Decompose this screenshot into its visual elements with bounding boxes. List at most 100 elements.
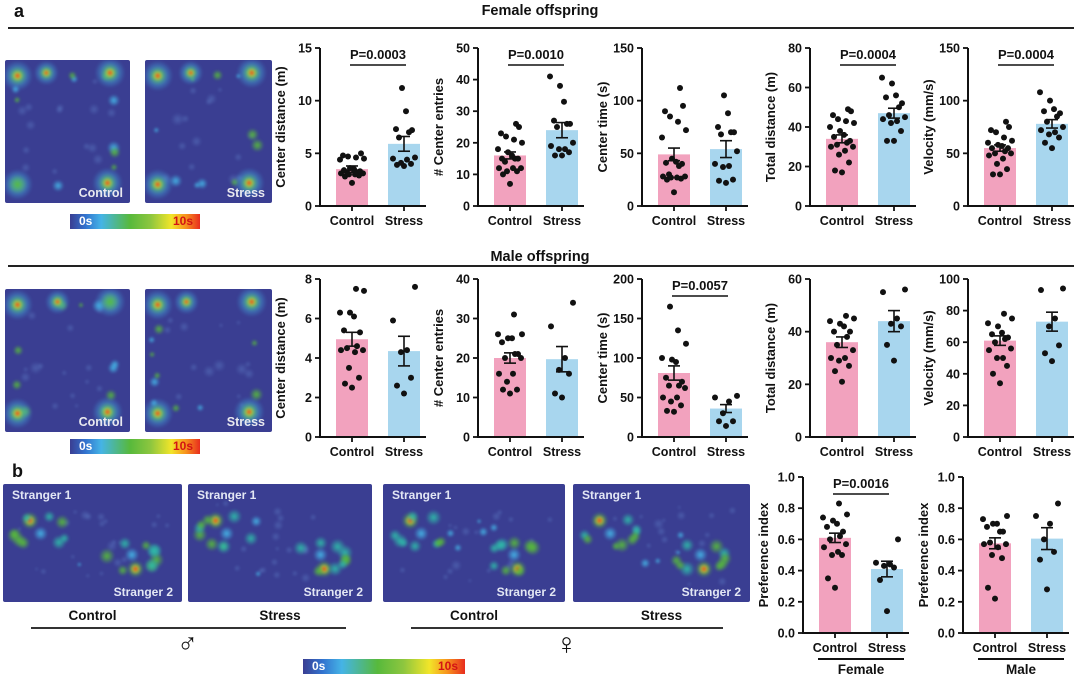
svg-text:Stress: Stress — [385, 214, 423, 228]
heatmap-openfield-male-control: Control — [5, 289, 130, 432]
svg-text:Female: Female — [838, 662, 885, 677]
svg-text:Control: Control — [488, 445, 532, 459]
svg-text:60: 60 — [788, 81, 802, 95]
chart-male-center-distance: 0 2 4 6 8 Center distance (m) Control Stress — [272, 267, 432, 478]
svg-text:Control: Control — [820, 214, 864, 228]
heatmap-condition-label: Control — [78, 186, 123, 200]
svg-text:60: 60 — [946, 336, 960, 350]
svg-text:10: 10 — [456, 168, 470, 182]
svg-text:Stress: Stress — [543, 445, 581, 459]
chart-female-center-distance: 0 5 10 15 Center distance (m) Control Stress P=… — [272, 36, 432, 247]
svg-text:150: 150 — [613, 42, 634, 56]
colorbar-max-label: 10s — [172, 439, 193, 453]
svg-text:20: 20 — [946, 399, 960, 413]
chart-female-preference-index: 0.0 0.2 0.4 0.6 0.8 1.0 Preference index Contro… — [755, 465, 915, 683]
group-underline — [411, 627, 723, 629]
svg-text:P=0.0010: P=0.0010 — [508, 47, 564, 62]
time-colorbar-social: 0s 10s — [303, 659, 465, 674]
svg-text:Stress: Stress — [385, 445, 423, 459]
svg-text:P=0.0003: P=0.0003 — [350, 47, 406, 62]
heatmap-condition-label: Control — [78, 415, 123, 429]
heatmap-social-male-stress: Stranger 1 Stranger 2 — [188, 484, 372, 602]
svg-text:0: 0 — [953, 200, 960, 214]
heatmap-social-female-control: Stranger 1 Stranger 2 — [383, 484, 565, 602]
svg-text:0: 0 — [463, 200, 470, 214]
svg-text:10: 10 — [456, 391, 470, 405]
colorbar-min-label: 0s — [79, 439, 93, 453]
svg-text:Control: Control — [820, 445, 864, 459]
svg-text:50: 50 — [456, 42, 470, 56]
chart-female-center-time: 0 50 100 150 Center time (s) Control Stress — [594, 36, 754, 247]
heatmap-image — [5, 60, 130, 203]
svg-text:0.4: 0.4 — [778, 564, 795, 578]
svg-text:Control: Control — [330, 445, 374, 459]
svg-text:Stress: Stress — [1033, 445, 1071, 459]
svg-text:Center time (s): Center time (s) — [595, 81, 610, 172]
svg-text:0.0: 0.0 — [938, 627, 955, 641]
svg-text:30: 30 — [456, 312, 470, 326]
svg-text:# Center entries: # Center entries — [431, 309, 446, 407]
chart-male-velocity: 0 20 40 60 80 100 Velocity (mm/s) Control Stress — [920, 267, 1080, 478]
svg-text:0.2: 0.2 — [938, 595, 955, 609]
colorbar-min-label: 0s — [312, 659, 326, 673]
chart-male-center-time: 0 50 100 150 200 Center time (s) Control Stress… — [594, 267, 754, 478]
svg-text:0: 0 — [953, 431, 960, 445]
svg-text:100: 100 — [613, 352, 634, 366]
heatmap-openfield-male-stress: Stress — [145, 289, 272, 432]
svg-text:P=0.0057: P=0.0057 — [672, 278, 728, 293]
heatmap-image — [5, 289, 130, 432]
heatmap-openfield-female-stress: Stress — [145, 60, 272, 203]
svg-text:100: 100 — [939, 94, 960, 108]
social-group-male: Stranger 1 Stranger 2 Stranger 1 Strange… — [3, 484, 372, 683]
svg-text:0.4: 0.4 — [938, 564, 955, 578]
svg-text:5: 5 — [305, 147, 312, 161]
svg-text:Total distance (m): Total distance (m) — [763, 303, 778, 413]
svg-text:1.0: 1.0 — [938, 471, 955, 485]
stranger-1-label: Stranger 1 — [197, 488, 257, 502]
svg-text:Stress: Stress — [875, 214, 913, 228]
panel-b-label: b — [12, 461, 23, 481]
female-row-title: Female offspring — [481, 3, 599, 19]
svg-text:8: 8 — [305, 273, 312, 287]
svg-text:Stress: Stress — [875, 445, 913, 459]
svg-text:0: 0 — [305, 431, 312, 445]
svg-text:20: 20 — [456, 352, 470, 366]
svg-text:Center distance (m): Center distance (m) — [273, 297, 288, 418]
svg-text:2: 2 — [305, 391, 312, 405]
svg-text:Total distance (m): Total distance (m) — [763, 72, 778, 182]
male-row-divider — [8, 265, 1074, 267]
heatmap-image — [145, 289, 272, 432]
svg-text:Preference index: Preference index — [756, 502, 771, 608]
svg-text:Velocity (mm/s): Velocity (mm/s) — [921, 79, 936, 174]
heatmap-social-female-stress: Stranger 1 Stranger 2 — [573, 484, 750, 602]
svg-text:200: 200 — [613, 273, 634, 287]
svg-text:50: 50 — [620, 391, 634, 405]
svg-text:Male: Male — [1006, 662, 1037, 677]
svg-text:Center distance (m): Center distance (m) — [273, 66, 288, 187]
stranger-2-label: Stranger 2 — [496, 585, 556, 599]
svg-text:80: 80 — [946, 304, 960, 318]
svg-text:15: 15 — [298, 42, 312, 56]
time-colorbar-female: 0s 10s — [70, 214, 200, 229]
svg-text:60: 60 — [788, 273, 802, 287]
svg-text:# Center entries: # Center entries — [431, 78, 446, 176]
svg-text:40: 40 — [456, 273, 470, 287]
svg-text:0.6: 0.6 — [938, 533, 955, 547]
social-group-female: Stranger 1 Stranger 2 Stranger 1 Strange… — [383, 484, 750, 683]
svg-text:Control: Control — [813, 641, 857, 655]
svg-text:50: 50 — [946, 147, 960, 161]
svg-text:P=0.0004: P=0.0004 — [840, 47, 897, 62]
heatmap-condition-label: Stress — [226, 415, 265, 429]
svg-text:0.6: 0.6 — [778, 533, 795, 547]
time-colorbar-male: 0s 10s — [70, 439, 200, 454]
heatmap-image — [573, 484, 750, 602]
chart-female-velocity: 0 50 100 150 Velocity (mm/s) Control Stress P=0… — [920, 36, 1080, 247]
svg-text:Control: Control — [488, 214, 532, 228]
svg-text:Control: Control — [978, 214, 1022, 228]
svg-text:80: 80 — [788, 42, 802, 56]
panel-a-label: a — [14, 1, 25, 21]
svg-text:Stress: Stress — [1033, 214, 1071, 228]
svg-text:20: 20 — [788, 160, 802, 174]
svg-text:40: 40 — [946, 367, 960, 381]
svg-text:100: 100 — [939, 273, 960, 287]
